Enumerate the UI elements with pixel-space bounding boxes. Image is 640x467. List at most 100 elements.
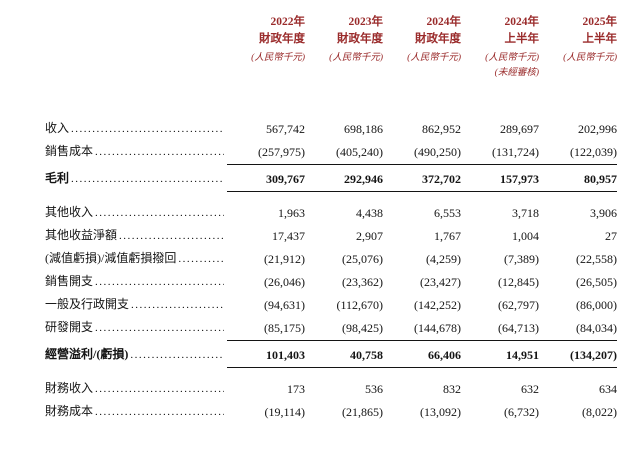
- row-value: (144,678): [383, 318, 461, 341]
- dot-leader: [95, 383, 224, 395]
- row-label: 其他收益淨額: [45, 228, 118, 242]
- dot-leader: [95, 146, 224, 158]
- table-row: 財務成本 (19,114) (21,865) (13,092) (6,732) …: [45, 402, 617, 425]
- row-value: 567,742: [266, 122, 305, 136]
- row-label: 其他收入: [45, 205, 94, 219]
- row-label: 銷售開支: [45, 274, 94, 288]
- row-value: (12,845): [498, 275, 539, 289]
- row-value: 372,702: [383, 169, 461, 192]
- row-value: (23,362): [342, 275, 383, 289]
- row-value: 292,946: [305, 169, 383, 192]
- row-value: (22,558): [576, 252, 617, 266]
- row-value: 17,437: [272, 229, 305, 243]
- table-row: 其他收益淨額 17,437 2,907 1,767 1,004 27: [45, 226, 617, 249]
- row-value: 3,718: [512, 206, 539, 220]
- table-body: 收入 567,742 698,186 862,952 289,697 202,9…: [45, 119, 617, 425]
- table-row: 研發開支 (85,175) (98,425) (144,678) (64,713…: [45, 318, 617, 341]
- row-label-cell: 研發開支: [45, 318, 227, 335]
- dot-leader: [71, 173, 224, 185]
- header-period: 2023年: [348, 16, 384, 28]
- header-unit: (人民幣千元): [485, 53, 539, 63]
- table-row: 銷售成本 (257,975) (405,240) (490,250) (131,…: [45, 142, 617, 165]
- row-label: 研發開支: [45, 320, 94, 334]
- row-value: 157,973: [461, 169, 539, 192]
- row-value: (64,713): [461, 318, 539, 341]
- dot-leader: [178, 253, 224, 265]
- dot-leader: [119, 230, 224, 242]
- row-value: (7,389): [504, 252, 539, 266]
- table-header: 2022年 財政年度 (人民幣千元) 2023年 財政年度 (人民幣千元) 20…: [45, 14, 617, 81]
- row-value: (131,724): [461, 142, 539, 165]
- row-value: (112,670): [336, 298, 383, 312]
- row-value: 832: [443, 382, 461, 396]
- column-header-h1-2025: 2025年 上半年 (人民幣千元): [539, 14, 617, 66]
- dot-leader: [71, 123, 224, 135]
- row-value: 1,767: [434, 229, 461, 243]
- header-unit: (人民幣千元): [407, 53, 461, 63]
- row-label-cell: 銷售成本: [45, 142, 227, 159]
- column-header-fy2022: 2022年 財政年度 (人民幣千元): [227, 14, 305, 66]
- row-value: (257,975): [227, 142, 305, 165]
- row-label-cell: 其他收益淨額: [45, 226, 227, 243]
- row-label: (減值虧損)/減值虧損撥回: [45, 251, 177, 265]
- table-row: 收入 567,742 698,186 862,952 289,697 202,9…: [45, 119, 617, 142]
- row-value: (19,114): [264, 405, 305, 419]
- row-value: 4,438: [356, 206, 383, 220]
- row-value: (142,252): [414, 298, 461, 312]
- row-value: 536: [365, 382, 383, 396]
- table-row: (減值虧損)/減值虧損撥回 (21,912) (25,076) (4,259) …: [45, 249, 617, 272]
- header-period: 2024年: [504, 16, 540, 28]
- row-label: 毛利: [45, 171, 70, 185]
- row-value: (25,076): [342, 252, 383, 266]
- row-value: (23,427): [420, 275, 461, 289]
- row-label-cell: 其他收入: [45, 203, 227, 220]
- row-label-cell: 收入: [45, 119, 227, 136]
- row-value: (6,732): [504, 405, 539, 419]
- row-value: 698,186: [344, 122, 383, 136]
- dot-leader: [95, 207, 224, 219]
- row-label-cell: 財務收入: [45, 379, 227, 396]
- row-value: (26,505): [576, 275, 617, 289]
- row-value: 309,767: [227, 169, 305, 192]
- dot-leader: [130, 349, 224, 361]
- row-value: (94,631): [264, 298, 305, 312]
- row-label-cell: 財務成本: [45, 402, 227, 419]
- row-value: (405,240): [305, 142, 383, 165]
- row-value: 202,996: [578, 122, 617, 136]
- row-value: 27: [605, 229, 617, 243]
- row-label-cell: 經營溢利/(虧損): [45, 345, 227, 362]
- row-value: (8,022): [582, 405, 617, 419]
- row-value: 3,906: [590, 206, 617, 220]
- dot-leader: [131, 299, 224, 311]
- row-value: 289,697: [500, 122, 539, 136]
- table-row: 銷售開支 (26,046) (23,362) (23,427) (12,845)…: [45, 272, 617, 295]
- row-value: 632: [521, 382, 539, 396]
- row-value: 634: [599, 382, 617, 396]
- header-scope: 上半年: [504, 33, 540, 45]
- row-value: 1,004: [512, 229, 539, 243]
- row-value: 66,406: [383, 345, 461, 368]
- header-unit: (人民幣千元): [251, 53, 305, 63]
- row-value: 1,963: [278, 206, 305, 220]
- header-period: 2024年: [426, 16, 462, 28]
- row-value: (134,207): [539, 345, 617, 368]
- row-value: (490,250): [383, 142, 461, 165]
- header-unit: (人民幣千元): [563, 53, 617, 63]
- row-label: 收入: [45, 121, 70, 135]
- row-label: 一般及行政開支: [45, 297, 130, 311]
- header-scope: 財政年度: [259, 33, 305, 45]
- row-value: 40,758: [305, 345, 383, 368]
- row-label: 經營溢利/(虧損): [45, 347, 129, 361]
- dot-leader: [95, 322, 224, 334]
- row-label: 財務成本: [45, 404, 94, 418]
- row-value: (62,797): [498, 298, 539, 312]
- row-value: 80,957: [539, 169, 617, 192]
- table-row: 毛利 309,767 292,946 372,702 157,973 80,95…: [45, 169, 617, 192]
- row-label-cell: 毛利: [45, 169, 227, 186]
- row-value: 6,553: [434, 206, 461, 220]
- row-value: 101,403: [227, 345, 305, 368]
- row-value: 862,952: [422, 122, 461, 136]
- table-row: 經營溢利/(虧損) 101,403 40,758 66,406 14,951 (…: [45, 345, 617, 368]
- table-row: 財務收入 173 536 832 632 634: [45, 379, 617, 402]
